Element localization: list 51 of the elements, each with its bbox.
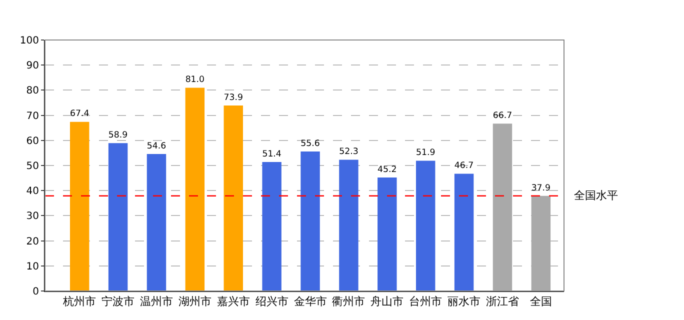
bar (146, 154, 166, 291)
x-tick-label: 湖州市 (178, 295, 212, 308)
y-tick-label: 20 (26, 236, 39, 248)
x-tick-label: 温州市 (140, 295, 173, 308)
bar (378, 178, 397, 291)
data-label: 46.7 (454, 161, 474, 172)
bar (339, 160, 358, 291)
y-tick-label: 90 (26, 60, 39, 72)
x-tick-label: 台州市 (409, 295, 442, 308)
bar (185, 88, 205, 291)
x-tick-label: 金华市 (294, 295, 327, 308)
bar (262, 162, 282, 291)
data-label: 66.7 (492, 110, 512, 121)
data-label: 67.4 (70, 109, 90, 120)
y-tick-label: 60 (26, 136, 39, 147)
y-tick-label: 50 (26, 161, 39, 172)
y-tick-label: 40 (26, 186, 39, 198)
data-label: 45.2 (378, 164, 397, 175)
x-tick-label: 舟山市 (370, 295, 404, 308)
data-label: 37.9 (531, 183, 551, 194)
y-tick-label: 80 (26, 86, 39, 97)
bar (531, 196, 551, 291)
x-tick-label: 绍兴市 (255, 295, 288, 308)
data-label: 54.6 (146, 141, 166, 152)
data-label: 73.9 (224, 92, 243, 103)
x-tick-label: 全国 (530, 295, 552, 308)
data-label: 55.6 (300, 138, 320, 149)
x-tick-label: 嘉兴市 (216, 295, 250, 308)
y-tick-label: 30 (26, 211, 39, 222)
x-tick-label: 宁波市 (102, 295, 135, 308)
ref-line-label: 全国水平 (574, 189, 618, 202)
bar (300, 151, 320, 291)
data-label: 51.9 (416, 148, 436, 158)
x-tick-label: 浙江省 (486, 295, 519, 308)
x-tick-label: 衢州市 (332, 295, 366, 308)
data-label: 81.0 (185, 75, 205, 86)
bar (492, 124, 512, 291)
data-label: 52.3 (339, 147, 358, 158)
x-tick-label: 丽水市 (448, 295, 481, 308)
bar (108, 143, 128, 291)
data-label: 58.9 (108, 130, 128, 141)
bar (416, 160, 436, 291)
bar (224, 106, 243, 291)
y-tick-label: 0 (32, 286, 39, 298)
bar (454, 174, 474, 291)
bar (70, 122, 90, 291)
x-tick-label: 杭州市 (62, 295, 96, 308)
y-tick-label: 10 (26, 261, 39, 272)
data-label: 51.4 (262, 149, 282, 160)
y-tick-label: 100 (20, 36, 39, 46)
y-tick-label: 70 (26, 110, 39, 122)
